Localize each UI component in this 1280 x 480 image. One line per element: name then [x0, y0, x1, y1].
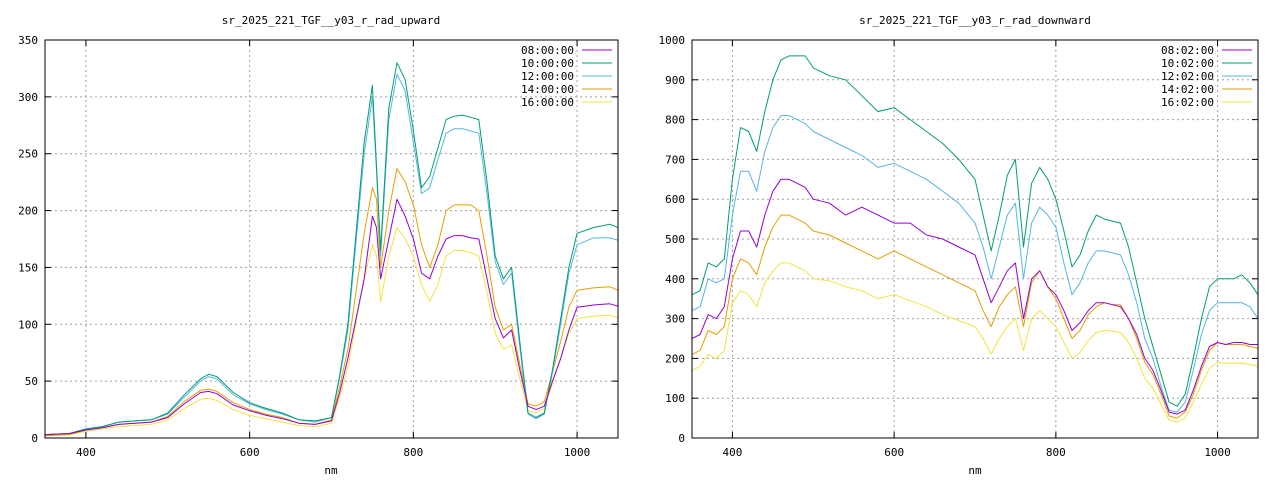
y-tick-label: 250 [18, 148, 38, 161]
y-tick-label: 350 [18, 34, 38, 47]
legend-label: 14:02:00 [1161, 83, 1214, 96]
legend-label: 14:00:00 [521, 83, 574, 96]
series-group [692, 55, 1258, 423]
y-tick-label: 50 [25, 375, 38, 388]
series-line [692, 214, 1258, 419]
chart-title: sr_2025_221_TGF__y03_r_rad_upward [222, 14, 441, 27]
series-line [45, 198, 618, 436]
plot-frame [44, 39, 619, 439]
chart-downward: sr_2025_221_TGF__y03_r_rad_downward nm 4… [659, 14, 1259, 477]
legend-label: 16:02:00 [1161, 96, 1214, 109]
x-axis-label: nm [968, 464, 982, 477]
y-tick-label: 100 [665, 392, 685, 405]
chart-upward: sr_2025_221_TGF__y03_r_rad_upward nm 400… [18, 14, 619, 477]
y-tick-label: 500 [665, 233, 685, 246]
x-tick-label: 1000 [564, 446, 591, 459]
series-group [45, 62, 618, 437]
series-line [45, 227, 618, 437]
y-tick-label: 300 [665, 313, 685, 326]
x-tick-label: 400 [76, 446, 96, 459]
plot-frame [691, 39, 1259, 439]
x-tick-label: 800 [403, 446, 423, 459]
y-tick-label: 150 [18, 261, 38, 274]
legend-label: 08:00:00 [521, 44, 574, 57]
legend-label: 08:02:00 [1161, 44, 1214, 57]
legend-label: 10:02:00 [1161, 57, 1214, 70]
y-tick-label: 600 [665, 193, 685, 206]
y-tick-label: 1000 [659, 34, 686, 47]
x-tick-label: 600 [240, 446, 260, 459]
x-tick-label: 800 [1046, 446, 1066, 459]
series-line [692, 55, 1258, 407]
y-tick-label: 800 [665, 114, 685, 127]
legend-label: 10:00:00 [521, 57, 574, 70]
legend-label: 12:02:00 [1161, 70, 1214, 83]
series-line [45, 73, 618, 436]
y-tick-label: 200 [18, 205, 38, 218]
series-line [45, 168, 618, 437]
y-tick-label: 0 [678, 432, 685, 445]
series-line [45, 62, 618, 436]
y-tick-label: 300 [18, 91, 38, 104]
x-tick-label: 600 [884, 446, 904, 459]
series-line [692, 115, 1258, 413]
y-tick-label: 100 [18, 318, 38, 331]
y-tick-label: 700 [665, 153, 685, 166]
series-line [692, 262, 1258, 423]
y-tick-label: 200 [665, 352, 685, 365]
y-tick-label: 900 [665, 74, 685, 87]
x-tick-label: 400 [722, 446, 742, 459]
legend-label: 12:00:00 [521, 70, 574, 83]
x-tick-label: 1000 [1204, 446, 1231, 459]
y-tick-label: 0 [31, 432, 38, 445]
x-axis-label: nm [324, 464, 338, 477]
y-tick-label: 400 [665, 273, 685, 286]
legend-label: 16:00:00 [521, 96, 574, 109]
chart-title: sr_2025_221_TGF__y03_r_rad_downward [859, 14, 1091, 27]
series-line [692, 178, 1258, 415]
